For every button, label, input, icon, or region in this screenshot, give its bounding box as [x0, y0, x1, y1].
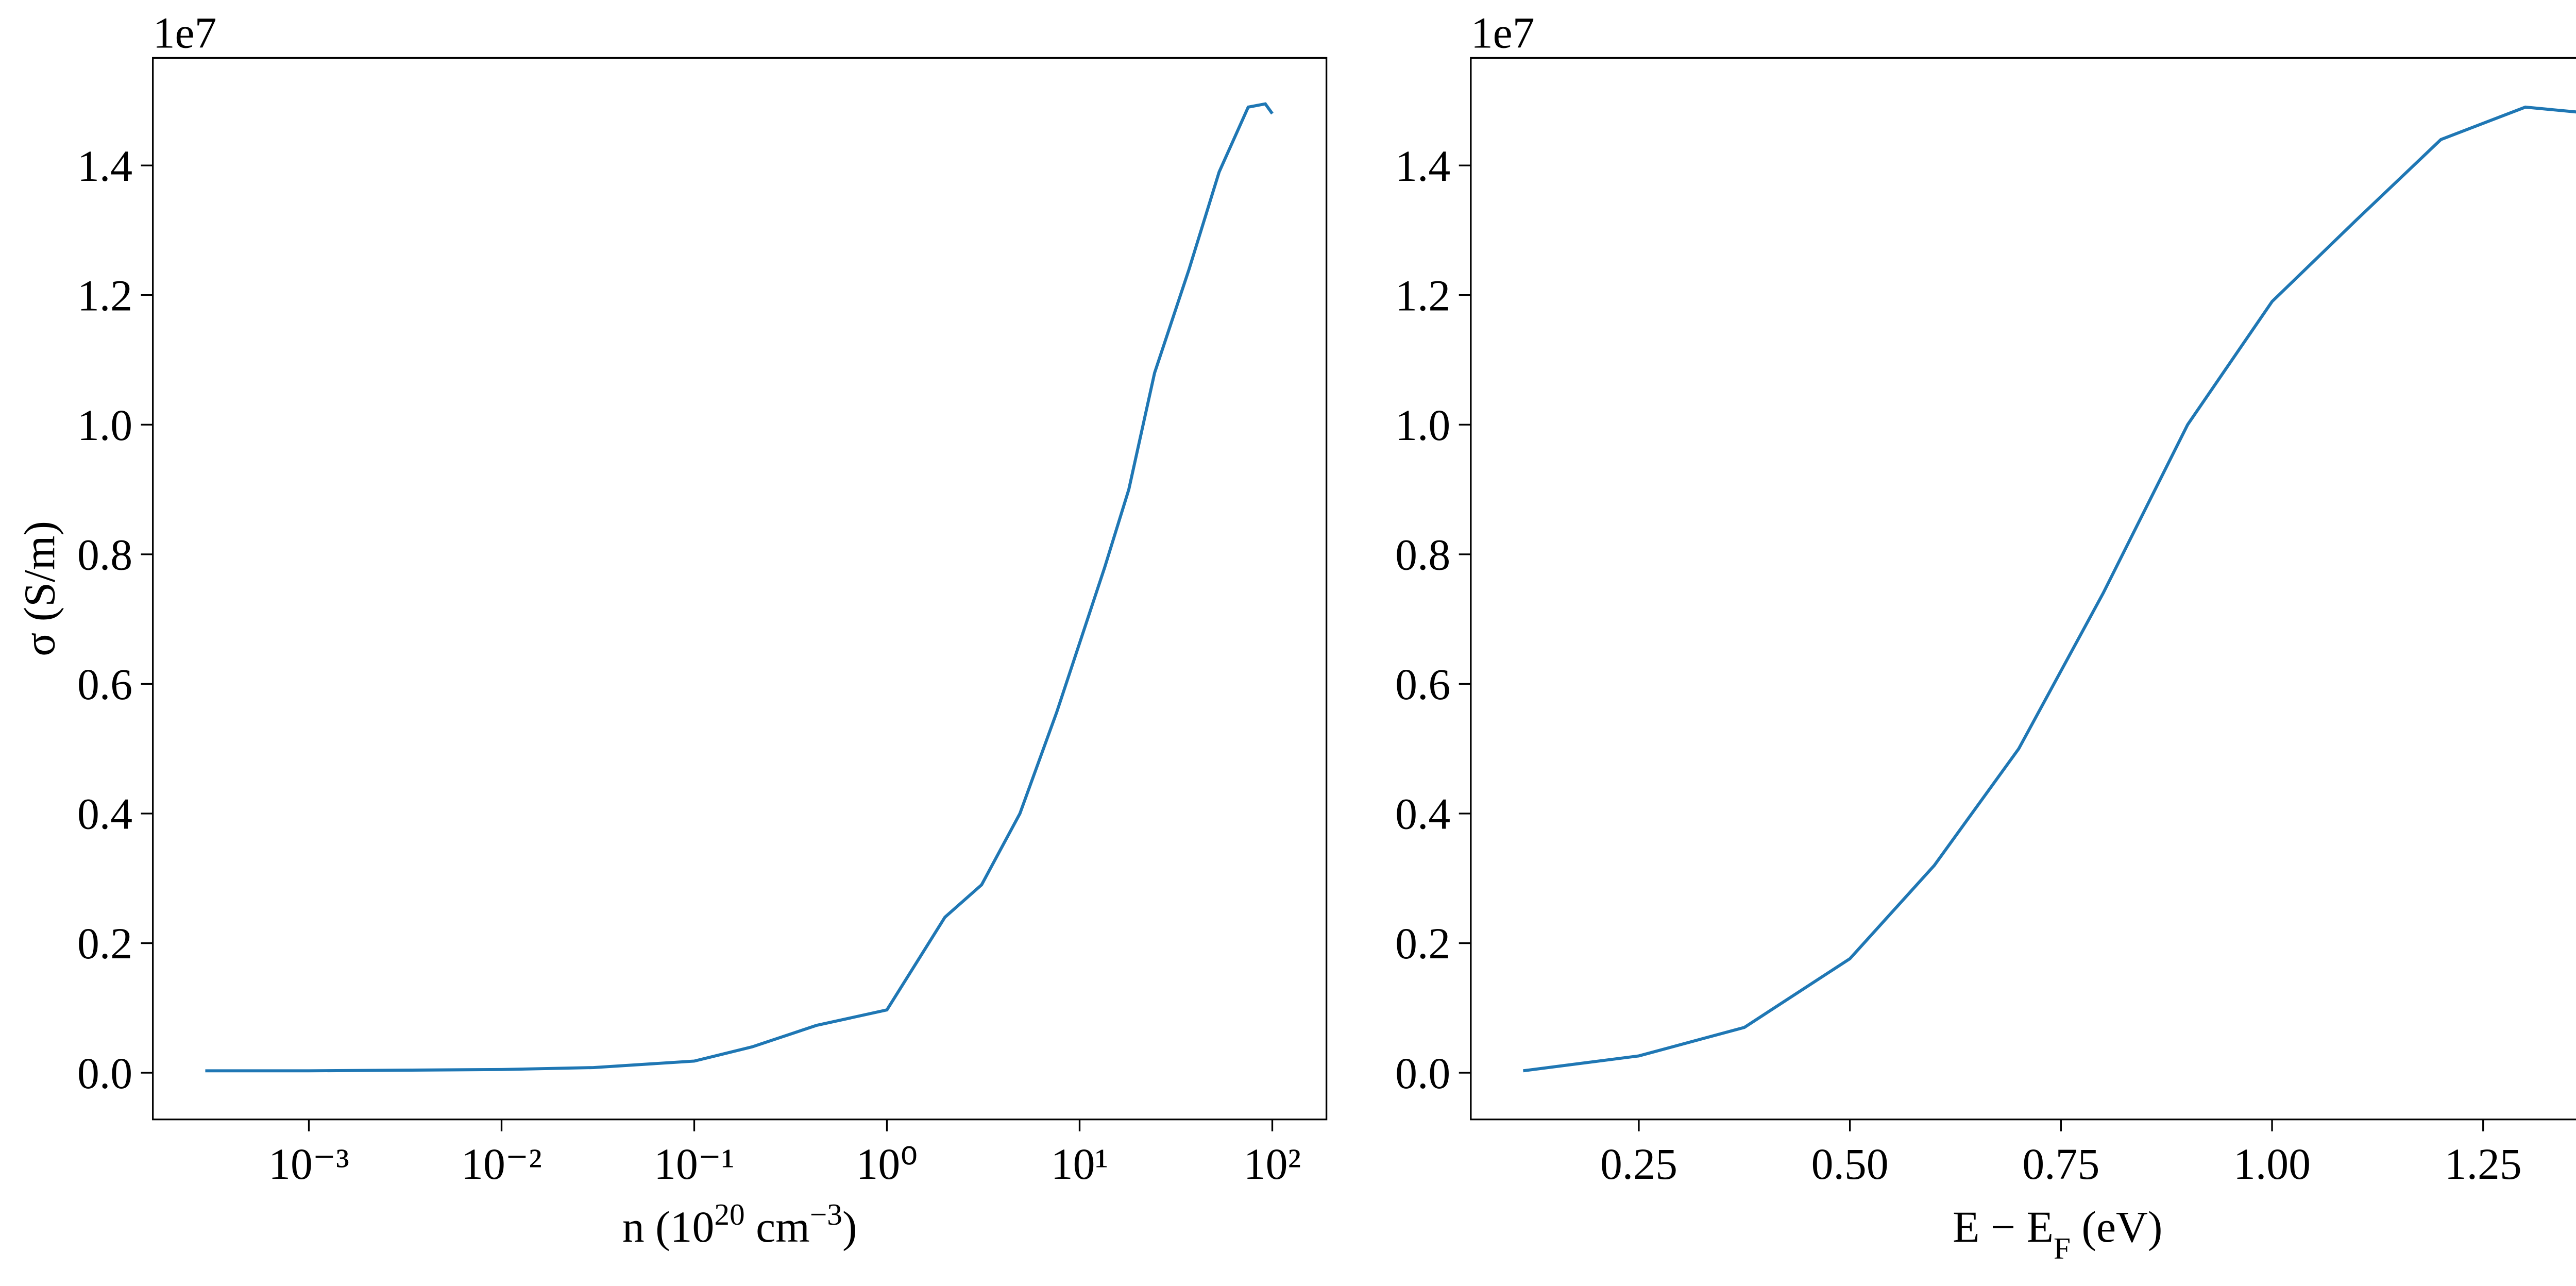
- y-tick-label: 0.0: [77, 1049, 132, 1098]
- y-tick-label: 0.0: [1395, 1049, 1450, 1098]
- x-axis-label-part: −3: [810, 1197, 842, 1231]
- y-tick-label: 0.6: [77, 660, 132, 709]
- y-tick-label: 0.2: [77, 919, 132, 968]
- x-axis-label-part: cm: [745, 1203, 810, 1251]
- plot-frame: [1470, 57, 2576, 1121]
- x-axis-label: n (1020 cm−3): [622, 1197, 857, 1251]
- x-axis-label-part: E − E: [1953, 1203, 2054, 1251]
- y-tick-label: 1.0: [1395, 401, 1450, 450]
- x-tick-label: 0.25: [1600, 1140, 1677, 1189]
- x-tick-label: 1.00: [2233, 1140, 2311, 1189]
- y-tick-label: 1.4: [1395, 142, 1450, 191]
- y-tick-label: 0.2: [1395, 919, 1450, 968]
- x-tick-label: 10⁻¹: [654, 1140, 735, 1189]
- y-axis-label: σ (S/m): [15, 521, 64, 656]
- x-tick-label: 10⁰: [856, 1140, 918, 1189]
- y-tick-label: 0.8: [1395, 531, 1450, 580]
- y-tick-label: 1.2: [1395, 271, 1450, 320]
- data-line: [205, 102, 1274, 1073]
- x-tick-label: 0.50: [1811, 1140, 1889, 1189]
- x-axis-label: E − EF (eV): [1953, 1203, 2162, 1265]
- y-tick-label: 0.4: [77, 790, 132, 839]
- x-axis-label-part: n (10: [622, 1203, 715, 1251]
- data-line: [1523, 105, 2576, 1073]
- x-tick-label: 10²: [1244, 1140, 1301, 1189]
- y-tick-label: 0.6: [1395, 660, 1450, 709]
- y-tick-label: 1.2: [77, 271, 132, 320]
- x-axis-label-part: (eV): [2071, 1203, 2162, 1251]
- panel: 0.0 0.2 0.4 0.6 0.8 1.0 1.2 1.4 0.25 0.50 0.75 1.00…: [1395, 9, 2576, 1265]
- x-tick-label: 10¹: [1051, 1140, 1108, 1189]
- x-axis-label-part: 20: [714, 1197, 744, 1231]
- x-axis-label-part: ): [842, 1203, 857, 1251]
- y-tick-label: 1.4: [77, 142, 132, 191]
- x-tick-label: 10⁻²: [461, 1140, 542, 1189]
- x-tick-label: 10⁻³: [268, 1140, 349, 1189]
- plot-frame: [152, 57, 1328, 1121]
- x-axis-label-part: F: [2054, 1231, 2071, 1265]
- y-tick-label: 0.4: [1395, 790, 1450, 839]
- x-tick-label: 1.25: [2445, 1140, 2522, 1189]
- offset-text: 1e7: [1471, 9, 1535, 58]
- y-tick-label: 1.0: [77, 401, 132, 450]
- y-tick-label: 0.8: [77, 531, 132, 580]
- panel: 0.0 0.2 0.4 0.6 0.8 1.0 1.2 1.4 10⁻³ 10⁻² 10⁻¹ 10⁰ 1…: [15, 9, 1328, 1251]
- x-tick-label: 0.75: [2022, 1140, 2099, 1189]
- offset-text: 1e7: [153, 9, 217, 58]
